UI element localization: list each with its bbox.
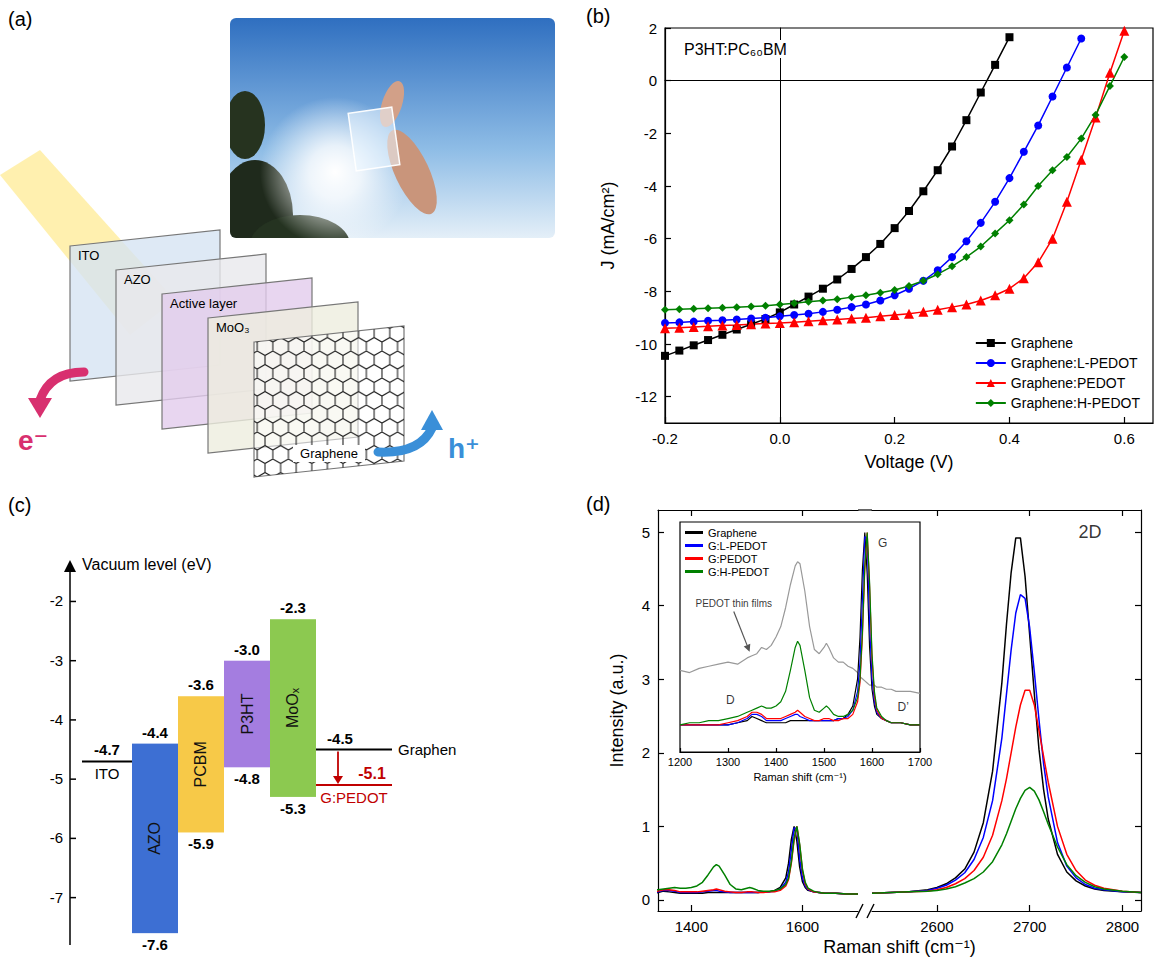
svg-text:(c): (c) [8,494,31,516]
svg-text:-5.1: -5.1 [358,765,386,782]
svg-text:(b): (b) [586,5,610,27]
svg-text:2: 2 [642,744,650,761]
svg-text:-5: -5 [50,770,63,787]
svg-text:MoO₃: MoO₃ [216,320,249,335]
svg-text:Voltage (V): Voltage (V) [864,452,953,472]
svg-text:1400: 1400 [675,918,708,935]
svg-text:-4: -4 [50,711,63,728]
svg-text:PEDOT thin films: PEDOT thin films [696,598,773,609]
svg-text:0: 0 [649,72,657,89]
svg-text:-6: -6 [50,829,63,846]
svg-text:2700: 2700 [1013,918,1046,935]
svg-text:0.4: 0.4 [999,430,1020,447]
svg-text:Intensity (a.u.): Intensity (a.u.) [607,653,627,767]
svg-text:Raman shift (cm⁻¹): Raman shift (cm⁻¹) [823,937,976,957]
svg-text:-12: -12 [635,388,657,405]
svg-text:AZO: AZO [124,272,151,287]
svg-text:G:PEDOT: G:PEDOT [320,789,388,806]
svg-text:1300: 1300 [716,756,740,768]
svg-text:G:L-PEDOT: G:L-PEDOT [708,540,768,552]
svg-text:Active layer: Active layer [170,296,238,311]
svg-text:MoOₓ: MoOₓ [285,687,302,728]
svg-text:-7.6: -7.6 [142,936,168,953]
svg-text:-4.8: -4.8 [234,770,260,787]
svg-text:Graphene:PEDOT: Graphene:PEDOT [1011,375,1126,391]
svg-text:Graphene:L-PEDOT: Graphene:L-PEDOT [1011,355,1138,371]
svg-text:G: G [878,536,887,550]
svg-text:2600: 2600 [920,918,953,935]
svg-text:ITO: ITO [78,248,99,263]
svg-text:(d): (d) [586,493,610,515]
svg-text:-5.9: -5.9 [188,835,214,852]
svg-text:2D: 2D [1078,522,1101,542]
svg-text:1200: 1200 [668,756,692,768]
svg-text:Raman shift (cm⁻¹): Raman shift (cm⁻¹) [753,771,846,783]
svg-text:1400: 1400 [764,756,788,768]
svg-text:1500: 1500 [812,756,836,768]
svg-text:h⁺: h⁺ [448,433,480,464]
svg-text:-2: -2 [644,125,657,142]
svg-text:Graphene: Graphene [1011,335,1073,351]
svg-text:3: 3 [642,671,650,688]
svg-text:1600: 1600 [786,918,819,935]
svg-text:Graphene: Graphene [300,446,358,461]
svg-text:2800: 2800 [1106,918,1139,935]
svg-text:-3: -3 [50,652,63,669]
svg-text:e⁻: e⁻ [18,425,48,456]
svg-text:0.2: 0.2 [884,430,905,447]
svg-text:Graphene: Graphene [708,527,757,539]
svg-text:G:H-PEDOT: G:H-PEDOT [708,566,769,578]
svg-text:1600: 1600 [860,756,884,768]
svg-text:1: 1 [642,818,650,835]
svg-text:-3.6: -3.6 [188,676,214,693]
svg-text:-2.3: -2.3 [280,599,306,616]
svg-text:Vacuum level (eV): Vacuum level (eV) [82,556,212,573]
svg-text:-4.7: -4.7 [94,741,120,758]
svg-text:P3HT: P3HT [239,693,256,734]
svg-text:0: 0 [642,891,650,908]
svg-text:-5.3: -5.3 [280,800,306,817]
svg-text:0.0: 0.0 [769,430,790,447]
svg-text:G:PEDOT: G:PEDOT [708,553,758,565]
svg-text:-4: -4 [644,178,657,195]
svg-text:-4.5: -4.5 [327,730,353,747]
svg-text:-10: -10 [635,336,657,353]
svg-text:-8: -8 [644,283,657,300]
svg-text:-3.0: -3.0 [234,641,260,658]
svg-text:1700: 1700 [908,756,932,768]
svg-text:-7: -7 [50,889,63,906]
svg-text:D: D [726,693,735,707]
svg-text:-4.4: -4.4 [142,724,169,741]
svg-text:ITO: ITO [95,765,120,782]
svg-text:(a): (a) [8,8,32,30]
svg-text:Graphene:H-PEDOT: Graphene:H-PEDOT [1011,395,1141,411]
svg-text:Graphen: Graphen [398,741,456,758]
svg-text:PCBM: PCBM [193,741,210,787]
svg-text:-6: -6 [644,230,657,247]
svg-text:AZO: AZO [147,822,164,855]
svg-text:-0.2: -0.2 [652,430,678,447]
svg-text:D’: D’ [898,700,909,714]
svg-text:P3HT:PC₆₀BM: P3HT:PC₆₀BM [684,41,787,58]
svg-text:4: 4 [642,597,650,614]
svg-text:-2: -2 [50,592,63,609]
svg-text:J (mA/cm²): J (mA/cm²) [598,182,618,270]
svg-text:2: 2 [649,20,657,37]
svg-text:5: 5 [642,524,650,541]
svg-text:0.6: 0.6 [1114,430,1135,447]
